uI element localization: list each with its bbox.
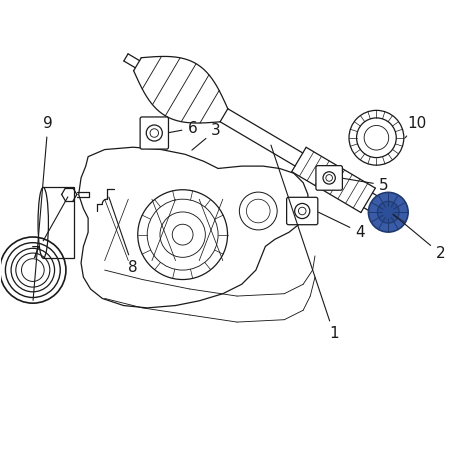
Ellipse shape [38,187,48,258]
Circle shape [160,212,205,257]
Ellipse shape [377,201,399,223]
Text: 6: 6 [169,121,197,136]
Text: 1: 1 [271,145,339,341]
Circle shape [146,125,162,141]
Text: 3: 3 [192,123,220,150]
FancyBboxPatch shape [287,197,318,225]
Circle shape [246,199,270,223]
Polygon shape [79,147,308,308]
FancyBboxPatch shape [140,117,168,149]
FancyBboxPatch shape [316,165,342,190]
Text: 8: 8 [109,197,138,275]
Text: 5: 5 [343,177,388,192]
Circle shape [172,224,193,245]
Circle shape [356,118,396,157]
Text: 2: 2 [393,214,445,261]
Ellipse shape [368,192,408,232]
Text: 4: 4 [319,212,365,240]
Circle shape [239,192,277,230]
Circle shape [138,190,228,280]
Polygon shape [43,187,74,258]
Text: 9: 9 [33,117,53,301]
Text: 7: 7 [31,197,68,261]
Text: 10: 10 [405,116,427,138]
Circle shape [364,126,389,150]
Circle shape [295,203,310,219]
Circle shape [349,110,404,165]
Circle shape [326,174,332,181]
Circle shape [323,172,335,184]
Circle shape [150,129,158,137]
Circle shape [299,207,306,215]
Circle shape [147,199,218,270]
